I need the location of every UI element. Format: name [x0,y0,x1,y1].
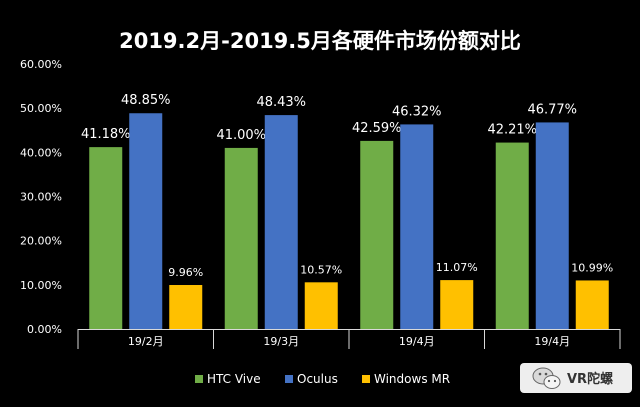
bar-htc-vive [360,140,394,329]
y-tick-label: 0.00% [27,323,62,336]
bar-oculus [264,115,298,329]
legend-swatch [362,375,370,383]
legend: HTC Vive Oculus Windows MR [195,372,450,386]
y-tick-label: 50.00% [20,102,62,115]
bar-windows-mr [304,282,338,329]
data-label: 48.43% [256,95,306,110]
data-label: 46.77% [527,102,577,117]
data-label: 10.99% [571,261,613,274]
bar-oculus [129,113,163,329]
y-axis: 0.00% 10.00% 20.00% 30.00% 40.00% 50.00% 60.00… [20,58,62,336]
bar-oculus [535,122,569,330]
wechat-icon [532,367,561,389]
bar-windows-mr [440,280,474,329]
legend-label: Oculus [297,372,338,386]
bar-windows-mr [575,280,609,329]
bars-group: 41.18% 48.85% 9.96% 41.00% 48.43% 10.57% 42.59… [81,93,613,330]
bar-htc-vive [89,147,123,329]
legend-label: HTC Vive [207,372,261,386]
data-label: 48.85% [121,93,171,108]
data-label: 9.96% [168,266,203,279]
watermark-text: VR陀螺 [567,371,613,387]
bar-htc-vive [224,147,258,329]
data-label: 42.59% [352,121,402,136]
legend-label: Windows MR [374,372,450,386]
data-label: 41.00% [216,128,266,143]
y-tick-label: 10.00% [20,279,62,292]
data-label: 10.57% [300,263,342,276]
watermark: VR陀螺 [520,363,632,393]
bar-windows-mr [169,285,203,329]
x-category-label: 19/4月 [399,335,435,348]
y-tick-label: 60.00% [20,58,62,71]
data-label: 11.07% [436,261,478,274]
x-category-label: 19/2月 [128,335,164,348]
y-tick-label: 20.00% [20,235,62,248]
legend-swatch [195,375,203,383]
legend-swatch [285,375,293,383]
y-tick-label: 40.00% [20,146,62,159]
x-category-label: 19/4月 [534,335,570,348]
bar-oculus [400,124,434,329]
x-axis: 19/2月 19/3月 19/4月 19/4月 [77,329,621,349]
data-label: 41.18% [81,127,131,142]
data-label: 42.21% [487,123,537,138]
x-category-label: 19/3月 [263,335,299,348]
bar-htc-vive [495,142,529,329]
chart-title: 2019.2月-2019.5月各硬件市场份额对比 [119,29,521,53]
y-tick-label: 30.00% [20,191,62,204]
data-label: 46.32% [392,104,442,119]
